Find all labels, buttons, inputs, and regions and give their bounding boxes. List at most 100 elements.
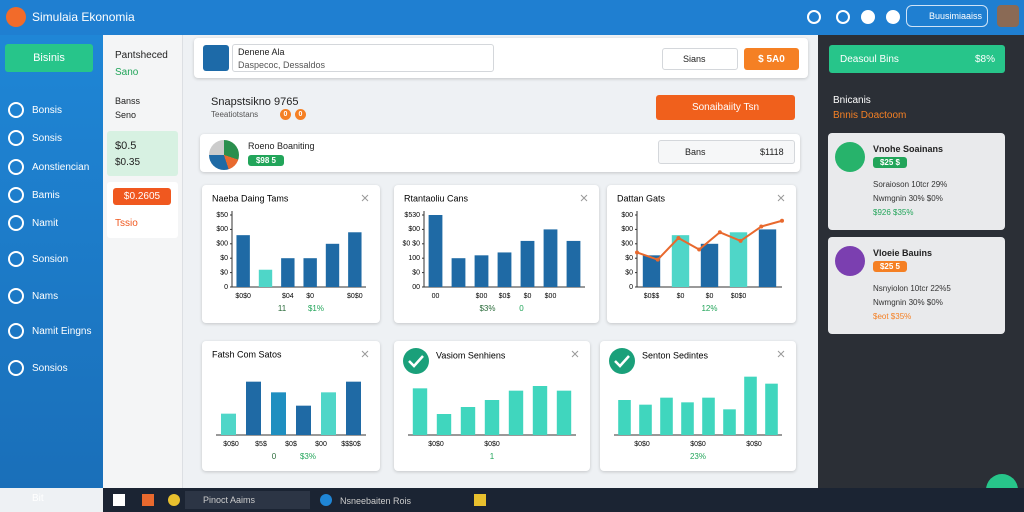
bar — [474, 255, 489, 287]
y-tick-label: 0 — [224, 284, 228, 291]
nav-item[interactable]: Bonsis — [8, 102, 62, 118]
line-point — [717, 230, 722, 235]
nav-label: Aonstiencian — [32, 161, 90, 173]
x-tick-label: $0 — [677, 293, 685, 300]
close-icon — [777, 350, 785, 358]
nav-item[interactable]: Nams — [8, 288, 58, 304]
nav-icon — [8, 102, 24, 118]
y-tick-label: $0 — [220, 255, 228, 262]
bar — [221, 413, 236, 435]
close-icon — [580, 194, 588, 202]
x-tick-label: $0$0 — [223, 441, 239, 448]
x-tick-label: $0$ — [285, 441, 297, 448]
summary-title: Snapstsikno 9765 — [211, 96, 299, 108]
summary-subtitle: Teeatiotstans — [211, 110, 259, 119]
panel-button[interactable] — [829, 45, 1005, 73]
bar — [618, 400, 631, 435]
x-tick-label: $0$0 — [634, 441, 650, 448]
sidebar-button[interactable]: Bisinis — [5, 44, 93, 72]
line — [636, 219, 783, 261]
card-badge: $25 $ — [873, 157, 907, 168]
nav-item[interactable]: Namit Eingns — [8, 323, 91, 339]
x-tick-label: $0 — [306, 293, 314, 300]
chart-footer: 23% — [690, 452, 706, 461]
bar — [520, 240, 535, 287]
card-badge: $25 5 — [873, 261, 907, 272]
check-mark — [408, 355, 424, 368]
nav-item[interactable]: Sonsion — [8, 251, 68, 267]
check-mark — [614, 355, 630, 368]
status-field[interactable] — [658, 140, 795, 164]
summary-button[interactable]: Sonaibaiity Tsn — [656, 95, 795, 120]
bar — [436, 414, 452, 435]
x-tick-label: $0$0 — [347, 293, 363, 300]
panel-title: Bnicanis — [833, 95, 871, 106]
taskbar-icon[interactable] — [168, 494, 180, 506]
x-tick-label: $0 — [524, 293, 532, 300]
nav-item[interactable]: Namit — [8, 215, 58, 231]
summary-badge: 0 — [280, 109, 291, 120]
status-field-label: Bans — [685, 147, 706, 157]
settings-icon[interactable] — [836, 10, 850, 24]
chart-footer: $3% — [479, 304, 495, 313]
chart-title: Naeba Daing Tams — [212, 193, 289, 203]
card-line: $926 $35% — [873, 208, 914, 217]
bar — [281, 258, 295, 287]
nav-item[interactable]: Sonsios — [8, 360, 68, 376]
toolbar-title: Denene Ala — [238, 47, 285, 57]
card-line: Nwmgnin 30% $0% — [873, 194, 943, 203]
search-icon[interactable] — [807, 10, 821, 24]
taskbar-search[interactable]: Pinoct Aaims — [185, 491, 310, 509]
avatar[interactable] — [997, 5, 1019, 27]
subnav-item: $0.5 — [115, 140, 137, 152]
user-button[interactable]: Buusimiaaiss — [906, 5, 988, 27]
subnav-title: Pantsheced — [115, 50, 168, 61]
panel-button-value: $8% — [975, 54, 996, 65]
y-tick-label: 0 — [629, 284, 633, 291]
y-tick-label: 00 — [412, 284, 420, 291]
line-point — [676, 236, 681, 241]
taskbar-icon[interactable] — [142, 494, 154, 506]
nav-item[interactable]: Sonsis — [8, 130, 62, 146]
bar — [296, 405, 311, 435]
toolbar-button[interactable]: $ 5A0 — [744, 48, 799, 70]
y-tick-label: $0 — [412, 269, 420, 276]
nav-item[interactable]: Aonstiencian — [8, 159, 89, 175]
header — [0, 0, 1024, 35]
toolbar-icon — [203, 45, 229, 71]
x-tick-label: $0$0 — [690, 441, 706, 448]
bar — [428, 215, 443, 287]
nav-icon — [8, 130, 24, 146]
subnav-item-sub: Tssio — [115, 218, 138, 229]
notify-icon[interactable] — [861, 10, 875, 24]
nav-item[interactable]: Bamis — [8, 187, 60, 203]
nav-icon — [8, 251, 24, 267]
check-icon — [403, 348, 429, 374]
start-button[interactable] — [113, 494, 125, 506]
bar — [556, 390, 572, 435]
nav-label: Namit Eingns — [32, 325, 92, 337]
nav-icon — [8, 187, 24, 203]
help-icon[interactable] — [886, 10, 900, 24]
nav-icon — [8, 360, 24, 376]
y-tick-label: 100 — [408, 255, 420, 262]
select[interactable]: Sians — [662, 48, 738, 70]
subnav-subtitle: Sano — [115, 67, 139, 78]
card-title: Vnohe Soainans — [873, 144, 944, 154]
subnav-active[interactable] — [107, 131, 178, 176]
line-point — [635, 250, 639, 255]
subnav-item-sub: Seno — [115, 110, 137, 120]
taskbar-icon[interactable] — [474, 494, 486, 506]
sidebar-footer[interactable]: Bit — [32, 493, 44, 504]
y-tick-label: $0 — [220, 269, 228, 276]
taskbar-app[interactable]: Nsneebaiten Rois — [340, 496, 412, 506]
bar — [497, 252, 512, 287]
status-field-value: $1118 — [760, 147, 784, 157]
chart-title: Rtantaoliu Cans — [404, 193, 469, 203]
subnav-item[interactable]: Banss — [115, 96, 141, 106]
toolbar-input[interactable] — [232, 44, 494, 72]
nav-icon — [8, 159, 24, 175]
taskbar-icon[interactable] — [320, 494, 332, 506]
bar — [532, 386, 548, 435]
